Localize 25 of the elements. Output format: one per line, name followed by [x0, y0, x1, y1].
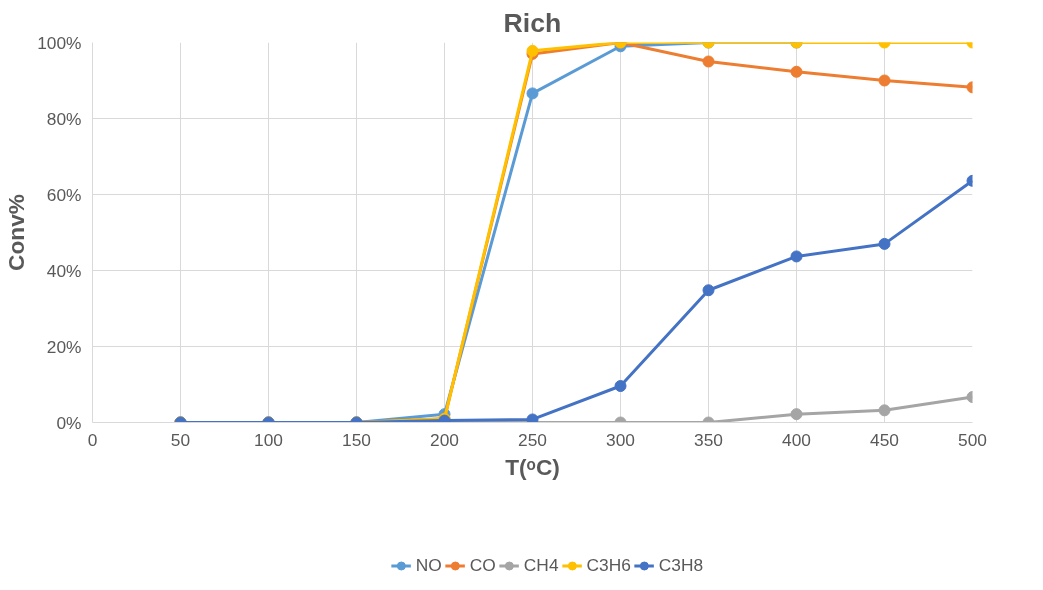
y-tick-label: 100%	[37, 32, 82, 53]
x-tick-label: 250	[518, 429, 547, 450]
x-tick-label: 0	[87, 429, 98, 450]
legend-label: CH4	[523, 554, 559, 576]
x-axis-title: T(ᵒC)	[505, 453, 560, 480]
x-tick-label: 50	[170, 429, 191, 450]
legend-label: C3H8	[658, 554, 704, 576]
y-tick-label: 0%	[56, 412, 82, 433]
y-tick-label: 60%	[46, 184, 82, 205]
x-tick-label: 400	[782, 429, 811, 450]
y-tick-label: 80%	[46, 108, 82, 129]
x-tick-label: 450	[870, 429, 899, 450]
y-tick-label: 40%	[46, 260, 82, 281]
x-tick-label: 100	[254, 429, 283, 450]
chart-title: Rich	[503, 7, 562, 38]
x-tick-label: 350	[694, 429, 723, 450]
x-tick-label: 200	[430, 429, 459, 450]
x-tick-label: 150	[342, 429, 371, 450]
x-tick-label: 300	[606, 429, 635, 450]
legend-label: C3H6	[586, 554, 631, 576]
legend-label: NO	[415, 554, 442, 576]
legend-label: CO	[469, 554, 496, 576]
x-tick-label: 500	[958, 429, 987, 450]
y-axis-title: Conv%	[3, 194, 30, 271]
y-tick-label: 20%	[46, 336, 82, 357]
